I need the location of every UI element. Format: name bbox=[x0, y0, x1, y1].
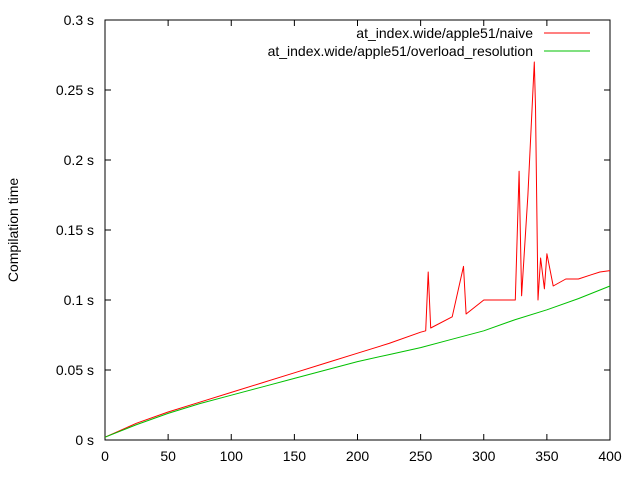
legend-label-0: at_index.wide/apple51/naive bbox=[356, 25, 533, 41]
y-tick-label: 0.3 s bbox=[64, 12, 94, 28]
y-tick-label: 0.25 s bbox=[56, 82, 94, 98]
y-tick-label: 0.2 s bbox=[64, 152, 94, 168]
series-line-0 bbox=[104, 61, 611, 438]
legend-label-1: at_index.wide/apple51/overload_resolutio… bbox=[268, 43, 533, 59]
x-tick-label: 200 bbox=[346, 448, 370, 464]
y-tick-label: 0.15 s bbox=[56, 222, 94, 238]
legend: at_index.wide/apple51/naive at_index.wide… bbox=[268, 25, 590, 59]
y-axis-title: Compilation time bbox=[5, 178, 21, 282]
x-tick-label: 300 bbox=[472, 448, 496, 464]
y-tick-label: 0 s bbox=[75, 432, 94, 448]
x-tick-label: 250 bbox=[409, 448, 433, 464]
series-line-1 bbox=[104, 285, 611, 438]
x-tick-label: 50 bbox=[160, 448, 176, 464]
ticks bbox=[104, 19, 611, 441]
x-tick-label: 400 bbox=[598, 448, 622, 464]
x-tick-label: 150 bbox=[283, 448, 307, 464]
x-tick-label: 0 bbox=[101, 448, 109, 464]
x-tick-label: 100 bbox=[220, 448, 244, 464]
tick-labels: 0 50 100 150 200 250 300 350 400 0 s 0.05 s 0.1 s 0.… bbox=[56, 12, 622, 464]
y-tick-label: 0.1 s bbox=[64, 292, 94, 308]
x-tick-label: 350 bbox=[535, 448, 559, 464]
y-tick-label: 0.05 s bbox=[56, 362, 94, 378]
plot-frame bbox=[104, 19, 611, 441]
series-group bbox=[104, 61, 611, 438]
